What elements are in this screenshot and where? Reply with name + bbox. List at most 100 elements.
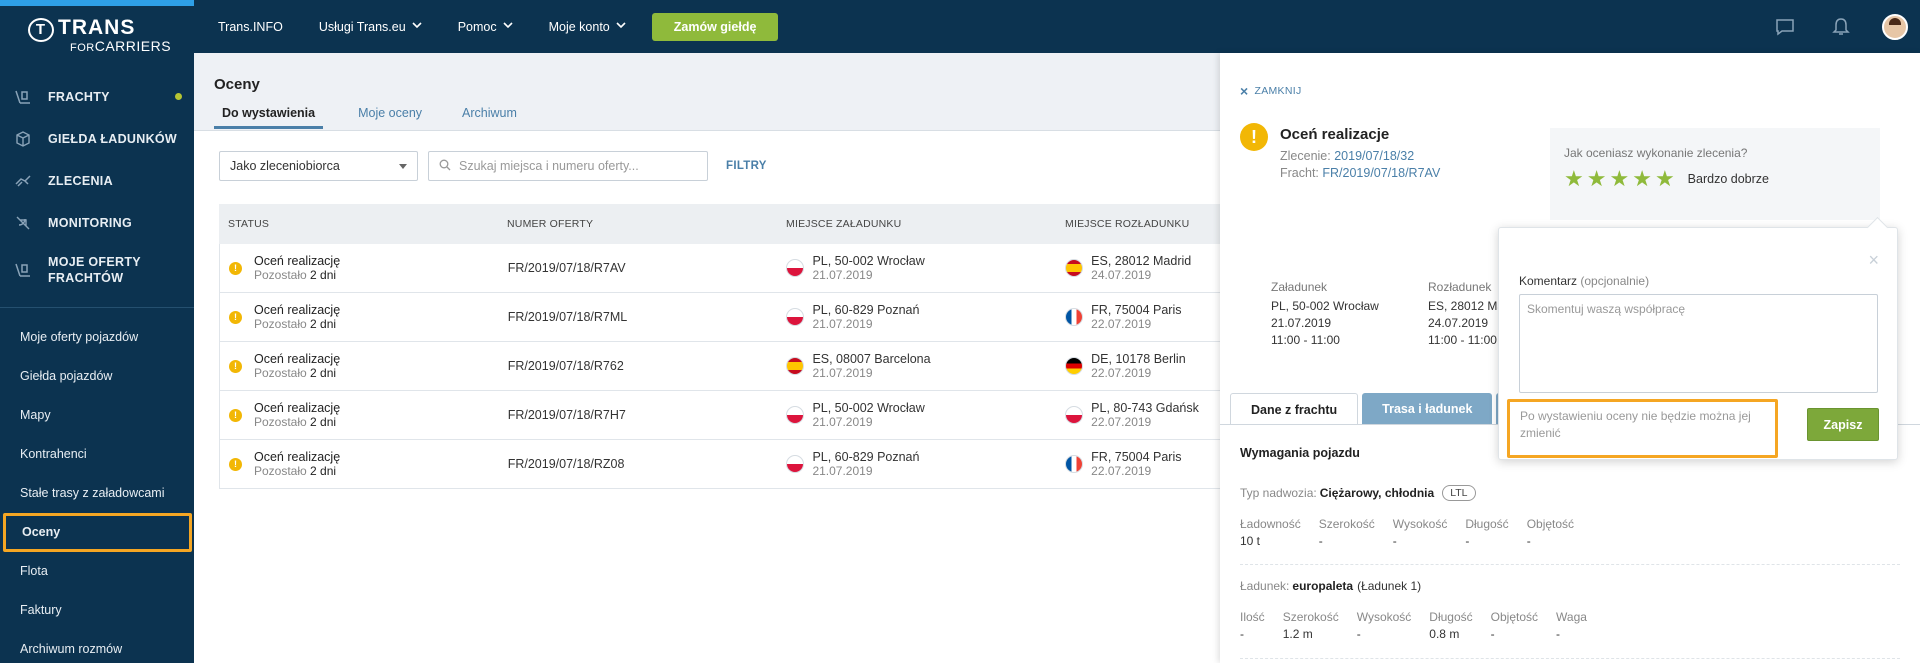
star-icon[interactable]: ★ [1586, 166, 1607, 191]
rating-final-note: Po wystawieniu oceny nie będzie można je… [1507, 399, 1778, 458]
unloading-place: FR, 75004 Paris [1091, 450, 1182, 464]
search-box[interactable] [428, 151, 708, 181]
tab-dane-z-frachtu[interactable]: Dane z frachtu [1230, 393, 1359, 425]
sidebar-item-stale-trasy[interactable]: Stałe trasy z załadowcami [20, 486, 165, 500]
table-row[interactable]: ! Oceń realizację Pozostało 2 dni FR/201… [219, 293, 1220, 342]
offer-number[interactable]: FR/2019/07/18/R7AV [507, 261, 626, 275]
filters-button[interactable]: FILTRY [726, 160, 767, 172]
star-icon[interactable]: ★ [1564, 166, 1584, 191]
star-icon[interactable]: ★ [1654, 166, 1675, 191]
sidebar-item-archiwum-rozmow[interactable]: Archiwum rozmów [20, 642, 123, 656]
role-select[interactable]: Jako zleceniobiorca [219, 151, 418, 181]
vehicle-requirements-title: Wymagania pojazdu [1240, 446, 1360, 460]
header-menu-pomoc[interactable]: Pomoc [458, 20, 513, 34]
es-flag-icon [786, 357, 805, 375]
sidebar-item-monitoring[interactable]: MONITORING [0, 202, 194, 244]
sidebar-item-mapy[interactable]: Mapy [20, 408, 51, 422]
sidebar-sub-nav: Moje oferty pojazdów Giełda pojazdów Map… [0, 318, 194, 663]
star-icon[interactable]: ★ [1632, 166, 1652, 191]
order-label: Zlecenie: [1280, 149, 1331, 163]
offer-number[interactable]: FR/2019/07/18/R7ML [507, 310, 628, 324]
comment-label-text: Komentarz [1519, 274, 1578, 288]
sidebar-item-oceny[interactable]: Oceny [3, 513, 192, 552]
remaining-value: 2 dni [310, 366, 337, 380]
sidebar-item-faktury[interactable]: Faktury [20, 603, 62, 617]
offer-number[interactable]: FR/2019/07/18/RZ08 [507, 457, 625, 471]
sidebar-main-nav: FRACHTY GIEŁDA ŁADUNKÓW ZLECENIA MONITOR… [0, 76, 194, 296]
header-link-transinfo[interactable]: Trans.INFO [218, 20, 283, 34]
unloading-place: ES, 28012 Madrid [1091, 254, 1192, 268]
unloading-date: 22.07.2019 [1091, 415, 1152, 429]
close-icon[interactable]: × [1868, 250, 1879, 270]
pl-flag-icon [1065, 406, 1084, 424]
save-button[interactable]: Zapisz [1807, 408, 1879, 441]
table-header: STATUS NUMER OFERTY MIEJSCE ZAŁADUNKU MI… [219, 204, 1220, 244]
remaining-label: Pozostało [254, 268, 307, 282]
sidebar-item-zlecenia[interactable]: ZLECENIA [0, 160, 194, 202]
tab-archiwum[interactable]: Archiwum [462, 106, 517, 120]
offer-number[interactable]: FR/2019/07/18/R762 [507, 359, 624, 373]
spec-value: - [1465, 534, 1470, 548]
page-tabs: Do wystawienia Moje oceny Archiwum [214, 106, 552, 129]
tab-trasa-i-ladunek[interactable]: Trasa i ładunek [1362, 393, 1493, 425]
fr-flag-icon [1065, 455, 1084, 473]
status-cell: ! Oceń realizację Pozostało 2 dni [220, 450, 499, 478]
loading-cell: PL, 60-829 Poznań 21.07.2019 [777, 450, 1056, 478]
col-header-offer-number[interactable]: NUMER OFERTY [507, 218, 594, 230]
comment-textarea[interactable] [1519, 294, 1878, 393]
body-type-label: Typ nadwozia: [1240, 486, 1317, 500]
sidebar-item-gielda-ladunkow[interactable]: GIEŁDA ŁADUNKÓW [0, 118, 194, 160]
logo[interactable]: T TRANS FORCARRIERS [28, 16, 171, 56]
spec-label: Wysokość [1356, 610, 1412, 624]
warning-icon: ! [229, 408, 242, 422]
chat-icon[interactable] [1774, 16, 1796, 38]
header-menu-uslugi[interactable]: Usługi Trans.eu [319, 20, 422, 34]
warning-icon: ! [229, 457, 242, 471]
rating-question: Jak oceniasz wykonanie zlecenia? [1564, 146, 1748, 160]
order-link[interactable]: 2019/07/18/32 [1334, 149, 1415, 163]
pl-flag-icon [786, 455, 805, 473]
unloading-cell: FR, 75004 Paris 22.07.2019 [1056, 450, 1220, 478]
spec-label: Objętość [1490, 610, 1539, 624]
sidebar-item-frachty[interactable]: FRACHTY [0, 76, 194, 118]
sidebar-item-moje-oferty-pojazdow[interactable]: Moje oferty pojazdów [20, 330, 139, 344]
search-icon [439, 159, 451, 174]
header-menu-moje-konto[interactable]: Moje konto [549, 20, 626, 34]
close-panel-button[interactable]: × ZAMKNIJ [1240, 83, 1302, 99]
role-select-value: Jako zleceniobiorca [230, 159, 340, 173]
col-header-unloading-place[interactable]: MIEJSCE ROZŁADUNKU [1065, 218, 1190, 230]
user-avatar[interactable] [1882, 13, 1908, 40]
col-header-status[interactable]: STATUS [228, 218, 270, 230]
spec-column: Długość 0.8 m [1429, 610, 1472, 641]
panel-meta: Zlecenie: 2019/07/18/32 Fracht: FR/2019/… [1280, 148, 1440, 182]
table-row[interactable]: ! Oceń realizację Pozostało 2 dni FR/201… [219, 391, 1220, 440]
unloading-date: 22.07.2019 [1091, 464, 1152, 478]
unloading-date: 22.07.2019 [1091, 366, 1152, 380]
bell-icon[interactable] [1830, 16, 1852, 38]
main-content: Oceny Do wystawienia Moje oceny Archiwum… [194, 53, 1220, 663]
col-header-loading-place[interactable]: MIEJSCE ZAŁADUNKU [786, 218, 902, 230]
status-text: Oceń realizację [254, 450, 341, 464]
search-input[interactable] [459, 159, 689, 173]
tab-moje-oceny[interactable]: Moje oceny [358, 106, 423, 120]
spec-value: 0.8 m [1429, 627, 1460, 641]
table-row[interactable]: ! Oceń realizację Pozostało 2 dni FR/201… [219, 342, 1220, 391]
loading-place: PL, 60-829 Poznań [812, 450, 920, 464]
sidebar: T TRANS FORCARRIERS FRACHTY GIEŁDA ŁADUNK… [0, 0, 194, 663]
pl-flag-icon [786, 406, 805, 424]
table-row[interactable]: ! Oceń realizację Pozostało 2 dni FR/201… [219, 244, 1220, 293]
sidebar-item-kontrahenci[interactable]: Kontrahenci [20, 447, 87, 461]
offer-number[interactable]: FR/2019/07/18/R7H7 [507, 408, 626, 422]
sidebar-item-flota[interactable]: Flota [20, 564, 48, 578]
logo-for: FOR [70, 42, 95, 54]
star-icon[interactable]: ★ [1609, 166, 1630, 191]
sidebar-item-moje-oferty-frachtow[interactable]: MOJE OFERTY FRACHTÓW [0, 244, 194, 296]
spec-value: - [1356, 627, 1361, 641]
sidebar-item-gielda-pojazdow[interactable]: Giełda pojazdów [20, 369, 113, 383]
order-exchange-button[interactable]: Zamów giełdę [651, 12, 779, 41]
tab-do-wystawienia[interactable]: Do wystawienia [214, 106, 324, 129]
freight-link[interactable]: FR/2019/07/18/R7AV [1322, 166, 1441, 180]
spec-column: Objętość - [1527, 517, 1574, 548]
table-row[interactable]: ! Oceń realizację Pozostało 2 dni FR/201… [219, 440, 1220, 489]
remaining-label: Pozostało [254, 366, 307, 380]
